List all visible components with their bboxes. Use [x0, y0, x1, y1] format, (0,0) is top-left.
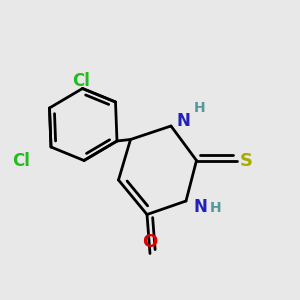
Text: Cl: Cl [72, 72, 90, 90]
Text: N: N [194, 198, 207, 216]
Text: H: H [194, 101, 205, 115]
Text: Cl: Cl [12, 152, 30, 170]
Text: O: O [142, 233, 158, 251]
Text: H: H [210, 202, 222, 215]
Text: N: N [177, 112, 191, 130]
Text: S: S [240, 152, 253, 169]
